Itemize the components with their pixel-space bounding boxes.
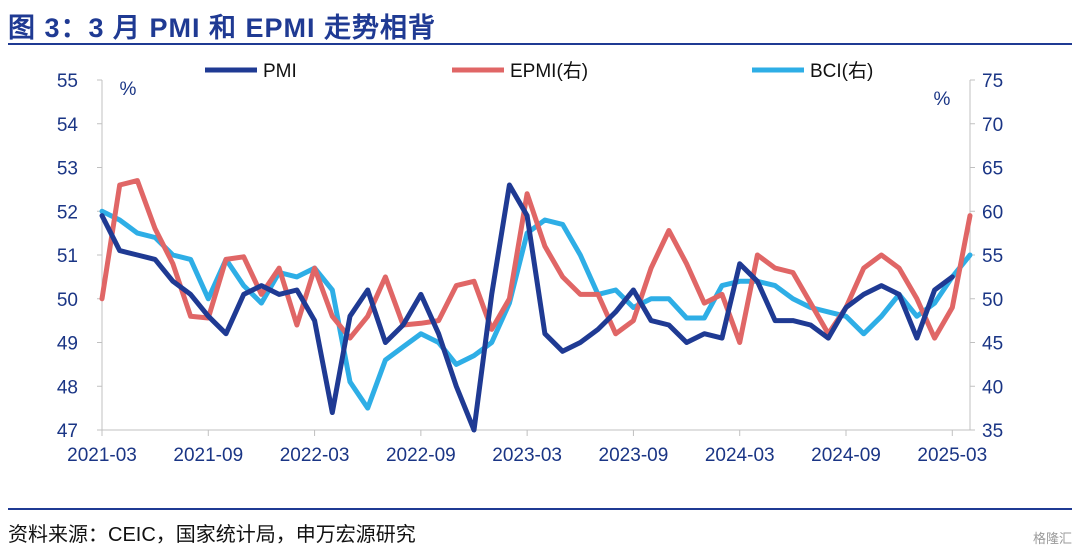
legend-label-bci: BCI(右) (810, 60, 873, 82)
source-note: 资料来源：CEIC，国家统计局，申万宏源研究 (8, 524, 416, 546)
left-tick-label: 53 (57, 159, 78, 180)
right-tick-label: 75 (982, 71, 1003, 92)
x-tick-label: 2023-03 (492, 445, 562, 466)
x-tick-label: 2024-03 (705, 445, 775, 466)
right-tick-label: 70 (982, 115, 1003, 136)
watermark-logo: 格隆汇 (1032, 531, 1072, 546)
x-tick-label: 2022-03 (280, 445, 350, 466)
left-tick-label: 52 (57, 202, 78, 223)
x-tick-label: 2021-03 (67, 445, 137, 466)
left-tick-label: 48 (57, 377, 78, 398)
left-tick-label: 50 (57, 290, 78, 311)
left-tick-label: 49 (57, 334, 78, 355)
title-underline (8, 43, 1072, 45)
left-tick-label: 55 (57, 71, 78, 92)
left-unit-label: % (120, 79, 137, 100)
legend-label-epmi: EPMI(右) (510, 60, 588, 82)
series-line-epmi (99, 178, 973, 345)
series-line-bci (99, 208, 973, 411)
footer-rule (8, 508, 1072, 510)
right-tick-label: 35 (982, 421, 1003, 442)
right-tick-label: 50 (982, 290, 1003, 311)
right-tick-label: 60 (982, 202, 1003, 223)
x-tick-label: 2021-09 (173, 445, 243, 466)
x-tick-label: 2024-09 (811, 445, 881, 466)
right-unit-label: % (934, 89, 951, 110)
left-tick-label: 47 (57, 421, 78, 442)
legend-label-pmi: PMI (263, 61, 297, 82)
x-tick-label: 2023-09 (599, 445, 669, 466)
left-tick-label: 54 (57, 115, 79, 136)
series-line-pmi (99, 182, 955, 433)
x-tick-label: 2025-03 (917, 445, 987, 466)
x-tick-label: 2022-09 (386, 445, 456, 466)
right-tick-label: 40 (982, 377, 1003, 398)
right-tick-label: 65 (982, 159, 1003, 180)
left-tick-label: 51 (57, 246, 78, 267)
right-tick-label: 55 (982, 246, 1003, 267)
right-tick-label: 45 (982, 334, 1003, 355)
page-title: 图 3：3 月 PMI 和 EPMI 走势相背 (8, 13, 437, 43)
